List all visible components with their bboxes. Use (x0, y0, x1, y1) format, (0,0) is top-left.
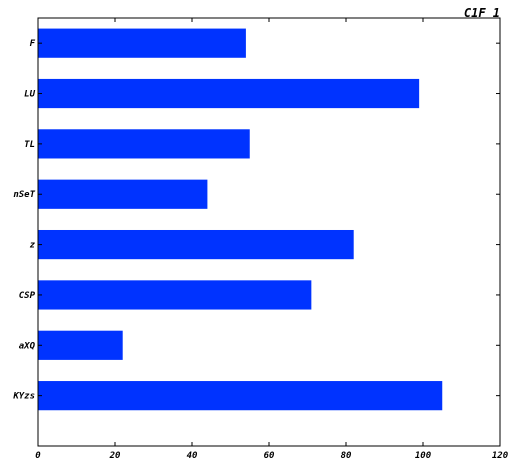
x-tick-label: 60 (264, 451, 275, 461)
bar-LU (38, 78, 420, 109)
x-tick-label: 100 (415, 451, 432, 461)
y-tick-label: LU (24, 90, 35, 100)
y-tick-label: KYzs (12, 392, 35, 402)
x-tick-label: 40 (187, 451, 198, 461)
bars-group (38, 28, 443, 411)
chart-title: C1F 1 (464, 6, 500, 20)
plot-frame (37, 17, 501, 447)
x-tick-label: 20 (109, 451, 121, 461)
y-tick-label: CSP (19, 291, 36, 301)
y-tick-label: z (30, 241, 36, 251)
bar-KYzs (38, 381, 443, 411)
bar-F (38, 28, 246, 58)
bar-CSP (38, 280, 312, 310)
bar-aXQ (38, 330, 123, 360)
y-tick-label: nSeT (13, 190, 35, 200)
x-tick-label: 80 (341, 451, 352, 461)
y-tick-label: F (30, 39, 36, 49)
y-tick-label: TL (24, 140, 35, 150)
x-tick-label: 0 (35, 451, 41, 461)
bar-TL (38, 129, 250, 159)
bar-z (38, 229, 354, 260)
bar-nSeT (38, 179, 208, 209)
y-tick-label: aXQ (19, 341, 36, 351)
x-tick-label: 120 (492, 451, 509, 461)
y-axis: F LU TL nSeT z CSP aXQ KYzs (12, 39, 500, 402)
x-axis: 0 20 40 60 80 100 120 (35, 18, 509, 461)
